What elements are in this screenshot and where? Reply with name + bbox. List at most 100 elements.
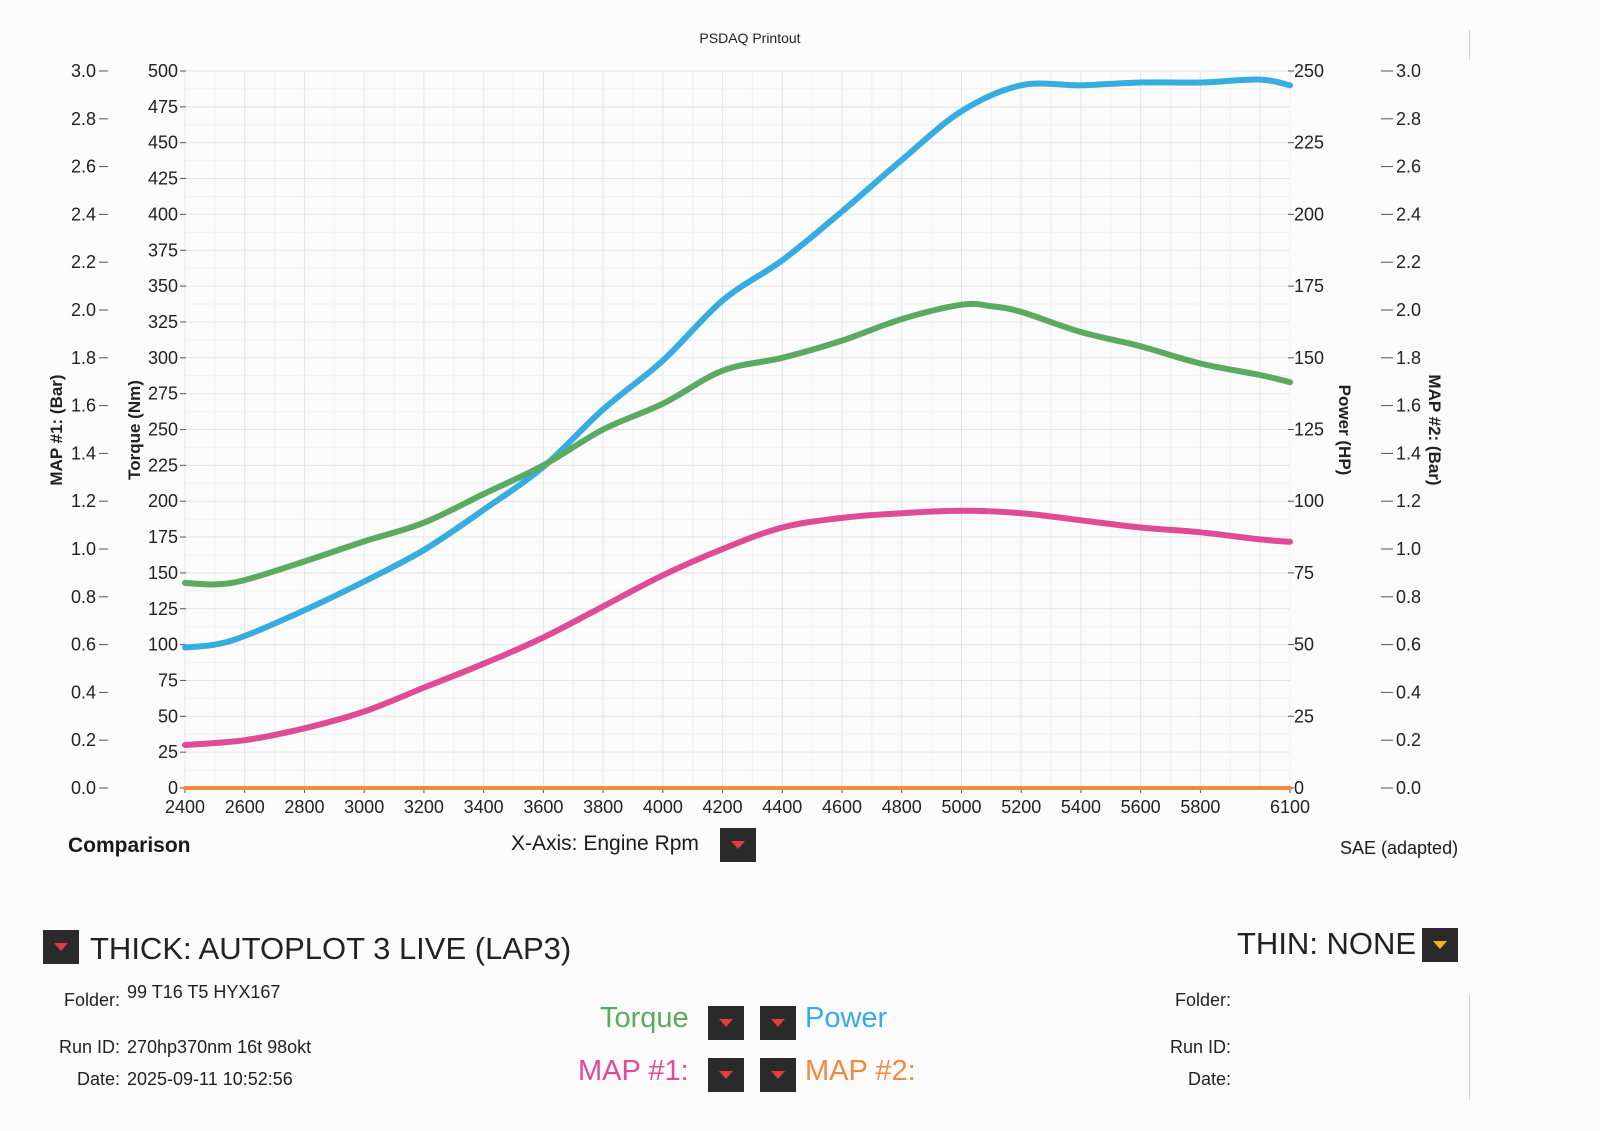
power-tick-label: 150 bbox=[1294, 348, 1324, 368]
map2-tick-label: 0.4 bbox=[1396, 682, 1421, 702]
torque-tick-label: 450 bbox=[148, 133, 178, 153]
torque-tick-label: 475 bbox=[148, 97, 178, 117]
torque-tick-label: 150 bbox=[148, 563, 178, 583]
thick-run-dropdown-button[interactable] bbox=[43, 930, 79, 964]
map1-tick-label: 2.6 bbox=[71, 157, 96, 177]
map2-tick-label: 2.8 bbox=[1396, 109, 1421, 129]
x-tick-label: 6100 bbox=[1270, 797, 1310, 817]
map1-tick-label: 0.0 bbox=[71, 778, 96, 798]
map1-tick-label: 2.2 bbox=[71, 252, 96, 272]
map1-tick-label: 2.4 bbox=[71, 204, 96, 224]
torque-axis-title: Torque (Nm) bbox=[125, 380, 144, 480]
x-tick-label: 5600 bbox=[1121, 797, 1161, 817]
x-tick-label: 4800 bbox=[882, 797, 922, 817]
torque-tick-label: 275 bbox=[148, 384, 178, 404]
series-line-map-1 bbox=[182, 507, 1293, 748]
torque-tick-label: 100 bbox=[148, 635, 178, 655]
x-tick-label: 4000 bbox=[643, 797, 683, 817]
x-tick-label: 5200 bbox=[1001, 797, 1041, 817]
power-tick-label: 175 bbox=[1294, 276, 1324, 296]
map2-tick-label: 1.6 bbox=[1396, 396, 1421, 416]
map2-tick-label: 1.4 bbox=[1396, 443, 1421, 463]
x-tick-label: 3000 bbox=[344, 797, 384, 817]
map2-tick-label: 2.6 bbox=[1396, 157, 1421, 177]
power-tick-label: 75 bbox=[1294, 563, 1314, 583]
legend-map2-dropdown[interactable] bbox=[760, 1058, 796, 1092]
power-tick-label: 50 bbox=[1294, 635, 1314, 655]
torque-tick-label: 125 bbox=[148, 599, 178, 619]
torque-tick-label: 225 bbox=[148, 455, 178, 475]
series-line-torque bbox=[182, 300, 1293, 588]
torque-tick-label: 300 bbox=[148, 348, 178, 368]
torque-tick-label: 200 bbox=[148, 491, 178, 511]
map2-tick-label: 0.0 bbox=[1396, 778, 1421, 798]
thin-run-title: THIN: NONE bbox=[1237, 926, 1417, 961]
map1-tick-label: 1.0 bbox=[71, 539, 96, 559]
legend-torque-dropdown[interactable] bbox=[708, 1006, 744, 1040]
map2-tick-label: 1.2 bbox=[1396, 491, 1421, 511]
x-tick-label: 4600 bbox=[822, 797, 862, 817]
x-tick-label: 3400 bbox=[464, 797, 504, 817]
thick-date-value: 2025-09-11 10:52:56 bbox=[127, 1069, 293, 1089]
x-tick-label: 2400 bbox=[165, 797, 205, 817]
map1-tick-label: 1.2 bbox=[71, 491, 96, 511]
x-axis-dropdown-button[interactable] bbox=[720, 828, 756, 862]
x-axis-selector-label: X-Axis: Engine Rpm bbox=[511, 832, 699, 855]
map1-tick-label: 3.0 bbox=[71, 61, 96, 81]
power-tick-label: 125 bbox=[1294, 420, 1324, 440]
thick-folder-value: 99 T16 T5 HYX167 bbox=[127, 982, 281, 1002]
x-tick-label: 2600 bbox=[225, 797, 265, 817]
power-tick-label: 100 bbox=[1294, 491, 1324, 511]
x-tick-label: 3200 bbox=[404, 797, 444, 817]
torque-tick-label: 325 bbox=[148, 312, 178, 332]
power-tick-label: 200 bbox=[1294, 204, 1324, 224]
torque-tick-label: 0 bbox=[168, 778, 178, 798]
chart-title: PSDAQ Printout bbox=[699, 30, 800, 46]
torque-tick-label: 400 bbox=[148, 204, 178, 224]
torque-tick-label: 25 bbox=[158, 742, 178, 762]
map1-tick-label: 0.8 bbox=[71, 587, 96, 607]
x-tick-label: 2800 bbox=[284, 797, 324, 817]
chart-series bbox=[182, 76, 1293, 791]
torque-tick-label: 350 bbox=[148, 276, 178, 296]
map2-tick-label: 0.8 bbox=[1396, 587, 1421, 607]
legend-map2-label: MAP #2: bbox=[805, 1055, 916, 1087]
map1-tick-label: 0.2 bbox=[71, 730, 96, 750]
legend-map1-label: MAP #1: bbox=[578, 1055, 689, 1087]
thin-run-dropdown-button[interactable] bbox=[1422, 928, 1458, 962]
x-tick-label: 3600 bbox=[523, 797, 563, 817]
torque-tick-label: 425 bbox=[148, 169, 178, 189]
x-tick-label: 4200 bbox=[703, 797, 743, 817]
torque-tick-label: 175 bbox=[148, 527, 178, 547]
correction-label: SAE (adapted) bbox=[1340, 838, 1459, 858]
chart-grid bbox=[184, 70, 1291, 789]
map2-tick-label: 0.2 bbox=[1396, 730, 1421, 750]
x-tick-label: 5000 bbox=[941, 797, 981, 817]
x-tick-label: 5400 bbox=[1061, 797, 1101, 817]
map2-tick-label: 2.2 bbox=[1396, 252, 1421, 272]
legend-power-label: Power bbox=[805, 1002, 888, 1034]
power-tick-label: 250 bbox=[1294, 61, 1324, 81]
thin-folder-label: Folder: bbox=[1175, 990, 1232, 1010]
legend-torque-label: Torque bbox=[600, 1002, 689, 1034]
map2-tick-label: 1.8 bbox=[1396, 348, 1421, 368]
thick-run-title: THICK: AUTOPLOT 3 LIVE (LAP3) bbox=[90, 931, 572, 966]
map2-axis-title: MAP #2: (Bar) bbox=[1425, 374, 1444, 485]
torque-tick-label: 250 bbox=[148, 420, 178, 440]
torque-tick-label: 500 bbox=[148, 61, 178, 81]
thick-runid-value: 270hp370nm 16t 98okt bbox=[127, 1037, 312, 1057]
torque-tick-label: 375 bbox=[148, 240, 178, 260]
legend-power-dropdown[interactable] bbox=[760, 1006, 796, 1040]
scan-edge-line bbox=[1469, 995, 1470, 1100]
comparison-label: Comparison bbox=[68, 834, 191, 857]
torque-tick-label: 75 bbox=[158, 670, 178, 690]
map1-tick-label: 1.8 bbox=[71, 348, 96, 368]
map2-tick-label: 1.0 bbox=[1396, 539, 1421, 559]
map2-tick-label: 2.4 bbox=[1396, 204, 1421, 224]
power-tick-label: 0 bbox=[1294, 778, 1304, 798]
series-line-power bbox=[182, 76, 1293, 651]
legend-map1-dropdown[interactable] bbox=[708, 1058, 744, 1092]
x-tick-label: 5800 bbox=[1180, 797, 1220, 817]
map1-tick-label: 2.0 bbox=[71, 300, 96, 320]
